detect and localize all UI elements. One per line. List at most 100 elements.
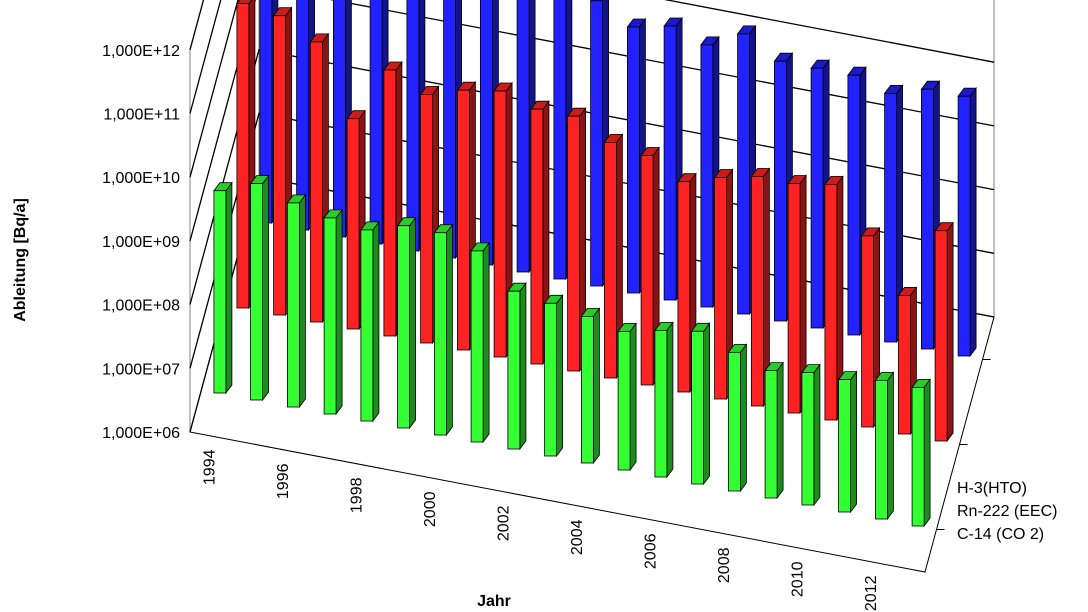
bar-c-14-co-2--1999 — [396, 216, 417, 430]
bar-side — [593, 307, 600, 465]
bar-front — [273, 15, 287, 316]
y-tick-label: 1,000E+12 — [102, 43, 180, 60]
x-tick-label: 1998 — [348, 477, 365, 513]
bar-front — [420, 94, 434, 344]
bar-side — [887, 371, 894, 521]
bar-front — [801, 372, 815, 506]
bar-side — [629, 322, 637, 472]
bar-front — [847, 74, 861, 336]
bar-c-14-co-2--2013 — [911, 378, 931, 528]
y-tick-labels: 1,000E+06 1,000E+07 1,000E+08 1,000E+09 1,00… — [102, 43, 180, 442]
bar-side — [519, 282, 527, 451]
bar-front — [691, 330, 704, 485]
bar-front — [433, 232, 447, 436]
bar-side — [445, 223, 453, 437]
bar-front — [714, 177, 727, 400]
bar-front — [737, 33, 750, 315]
y-tick-label: 1,000E+06 — [102, 425, 180, 442]
y-tick-label: 1,000E+09 — [102, 234, 180, 251]
bar-front — [604, 141, 617, 379]
series-label: H-3(HTO) — [957, 480, 1027, 497]
bar-side — [946, 221, 954, 443]
bar-front — [911, 386, 925, 527]
x-tick-label: 2000 — [422, 491, 439, 527]
x-tick-labels: 1994 1996 1998 2000 2002 2004 2006 2008 2010 2012 — [201, 449, 880, 611]
bar-front — [617, 330, 631, 471]
gridline — [189, 0, 995, 178]
bar-h-3-hto--2013 — [957, 86, 977, 358]
bar-front — [884, 93, 897, 343]
bar-rn-222-eec--2004 — [603, 133, 624, 380]
bar-front — [787, 183, 801, 414]
bar-front — [654, 329, 668, 478]
x-axis-title: Jahr — [477, 593, 511, 610]
bar-front — [861, 235, 874, 428]
bar-layer — [213, 0, 977, 528]
bar-c-14-co-2--2012 — [874, 371, 895, 521]
bar-front — [700, 44, 714, 308]
bar-side — [813, 363, 821, 507]
bar-c-14-co-2--2006 — [654, 321, 674, 479]
bar-front — [383, 69, 397, 337]
y-tick-label: 1,000E+10 — [102, 170, 180, 187]
bar-front — [663, 25, 677, 301]
bar-rn-222-eec--2009 — [787, 174, 807, 415]
bar-c-14-co-2--2005 — [617, 322, 637, 472]
bar-front — [810, 67, 824, 329]
bar-c-14-co-2--1994 — [213, 181, 233, 395]
bar-front — [567, 115, 580, 372]
bar-front — [898, 294, 911, 435]
bar-rn-222-eec--2011 — [860, 226, 881, 429]
bar-front — [470, 250, 484, 443]
bar-side — [372, 220, 380, 423]
bar-front — [479, 0, 493, 266]
x-tick-label: 2012 — [863, 575, 880, 611]
bar-c-14-co-2--1997 — [323, 208, 343, 416]
bar-c-14-co-2--2007 — [690, 322, 711, 486]
bar-rn-222-eec--2002 — [530, 99, 550, 366]
series-label: Rn-222 (EEC) — [957, 503, 1057, 520]
bar-front — [332, 0, 346, 238]
bar-front — [516, 0, 530, 273]
x-tick-label: 1994 — [201, 449, 218, 485]
bar-front — [309, 41, 323, 323]
y-tick-label: 1,000E+11 — [103, 107, 180, 124]
bar-side — [969, 86, 977, 358]
x-tick-label: 2004 — [569, 519, 586, 555]
bar-front — [346, 118, 360, 330]
y-axis-title: Ableitung [Bq/a] — [12, 198, 29, 322]
bar-rn-222-eec--2006 — [677, 172, 697, 394]
bar-front — [838, 379, 851, 513]
bar-front — [213, 190, 227, 394]
bar-side — [703, 322, 710, 486]
bar-front — [406, 0, 420, 252]
y-tick-label: 1,000E+07 — [102, 361, 180, 378]
bar-side — [850, 370, 857, 514]
bar-front — [957, 95, 971, 357]
bar-side — [298, 193, 306, 409]
bar-h-3-hto--2011 — [883, 84, 904, 344]
bar-side — [225, 181, 233, 395]
bar-front — [507, 290, 521, 450]
bar-rn-222-eec--2005 — [640, 146, 660, 387]
bar-side — [409, 216, 417, 430]
bar-front — [553, 0, 567, 280]
bar-side — [482, 241, 490, 444]
bar-front — [875, 379, 888, 520]
bar-side — [740, 343, 747, 493]
bar-front — [751, 176, 764, 407]
bar-front — [934, 230, 948, 442]
series-label: C-14 (CO 2) — [957, 526, 1044, 543]
series-depth-labels: H-3(HTO) Rn-222 (EEC) C-14 (CO 2) — [936, 359, 1057, 543]
x-tick-label: 2010 — [789, 561, 806, 597]
bar-c-14-co-2--2002 — [507, 282, 527, 451]
bar-front — [627, 26, 640, 294]
bar-side — [262, 174, 270, 402]
bar-c-14-co-2--1998 — [360, 220, 380, 423]
bar-c-14-co-2--2011 — [837, 370, 858, 514]
bar-side — [923, 378, 931, 528]
bar-front — [250, 183, 264, 401]
bar-front — [443, 0, 457, 259]
